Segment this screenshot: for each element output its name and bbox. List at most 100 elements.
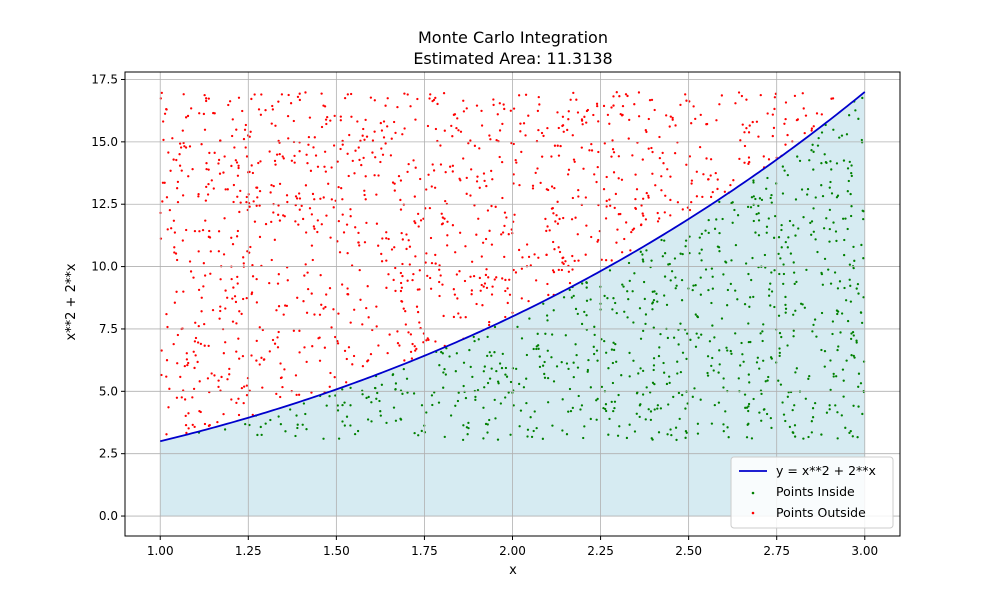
point-outside: [415, 305, 419, 308]
point-inside: [302, 402, 306, 405]
point-outside: [226, 296, 229, 299]
point-inside: [838, 280, 842, 283]
point-inside: [604, 403, 608, 406]
point-inside: [656, 404, 660, 407]
point-outside: [298, 92, 301, 95]
point-inside: [781, 165, 784, 168]
point-outside: [590, 235, 593, 239]
point-inside: [543, 360, 546, 364]
point-outside: [403, 359, 406, 362]
point-inside: [700, 333, 703, 336]
point-outside: [394, 266, 397, 270]
point-outside: [425, 188, 428, 191]
point-outside: [485, 268, 488, 271]
point-outside: [293, 154, 296, 158]
point-outside: [178, 164, 182, 167]
point-outside: [230, 236, 233, 239]
point-outside: [443, 129, 446, 132]
point-outside: [183, 398, 187, 401]
point-outside: [170, 227, 173, 230]
point-outside: [522, 122, 526, 125]
point-outside: [184, 423, 188, 427]
point-outside: [358, 244, 361, 247]
point-inside: [829, 388, 832, 391]
point-outside: [278, 182, 282, 186]
point-outside: [597, 120, 600, 123]
point-outside: [176, 362, 179, 365]
point-inside: [794, 309, 797, 312]
point-inside: [680, 299, 684, 302]
point-outside: [176, 180, 180, 184]
point-inside: [379, 410, 382, 413]
point-outside: [208, 229, 211, 233]
point-inside: [734, 332, 737, 335]
point-outside: [203, 93, 206, 97]
point-inside: [337, 437, 341, 440]
point-outside: [690, 179, 694, 182]
point-outside: [561, 115, 565, 118]
point-inside: [846, 319, 850, 323]
point-outside: [218, 317, 221, 320]
point-outside: [422, 217, 425, 220]
point-inside: [848, 278, 851, 281]
point-outside: [388, 333, 391, 336]
point-outside: [624, 93, 628, 96]
point-inside: [477, 338, 480, 341]
point-outside: [572, 91, 575, 95]
point-inside: [769, 304, 772, 307]
point-outside: [389, 154, 393, 157]
point-inside: [574, 343, 577, 346]
point-inside: [600, 385, 604, 389]
point-inside: [726, 288, 730, 292]
point-outside: [651, 150, 654, 154]
point-outside: [346, 93, 349, 96]
point-outside: [403, 127, 406, 130]
point-outside: [741, 123, 744, 126]
point-outside: [294, 195, 298, 198]
point-inside: [394, 387, 397, 391]
point-outside: [576, 111, 580, 114]
point-inside: [519, 409, 523, 412]
point-inside: [628, 279, 631, 283]
point-inside: [794, 198, 798, 201]
point-outside: [503, 211, 507, 214]
point-outside: [690, 182, 693, 185]
point-outside: [175, 258, 179, 262]
point-inside: [777, 379, 780, 382]
point-outside: [413, 220, 416, 223]
point-outside: [168, 208, 172, 212]
point-inside: [842, 159, 846, 162]
point-inside: [814, 238, 817, 241]
point-outside: [720, 94, 724, 97]
point-outside: [660, 175, 663, 178]
point-outside: [438, 294, 441, 298]
point-inside: [820, 433, 823, 436]
point-outside: [238, 310, 241, 313]
point-inside: [580, 322, 584, 326]
point-outside: [612, 171, 616, 174]
point-outside: [714, 171, 717, 175]
point-outside: [336, 340, 339, 343]
point-outside: [615, 241, 618, 244]
point-outside: [306, 271, 309, 274]
point-outside: [245, 384, 249, 387]
point-outside: [509, 109, 512, 112]
point-outside: [241, 109, 244, 113]
point-inside: [375, 397, 378, 400]
point-outside: [553, 248, 556, 251]
point-inside: [577, 394, 580, 398]
point-inside: [581, 282, 584, 285]
point-outside: [605, 175, 608, 179]
point-outside: [163, 181, 166, 184]
point-outside: [278, 219, 282, 222]
point-outside: [264, 222, 268, 226]
point-outside: [160, 91, 163, 95]
point-inside: [325, 404, 328, 407]
point-inside: [829, 160, 832, 163]
point-inside: [603, 340, 606, 343]
point-outside: [820, 113, 823, 116]
point-outside: [561, 124, 565, 127]
point-inside: [455, 352, 458, 355]
point-outside: [181, 129, 184, 132]
point-outside: [739, 139, 742, 142]
